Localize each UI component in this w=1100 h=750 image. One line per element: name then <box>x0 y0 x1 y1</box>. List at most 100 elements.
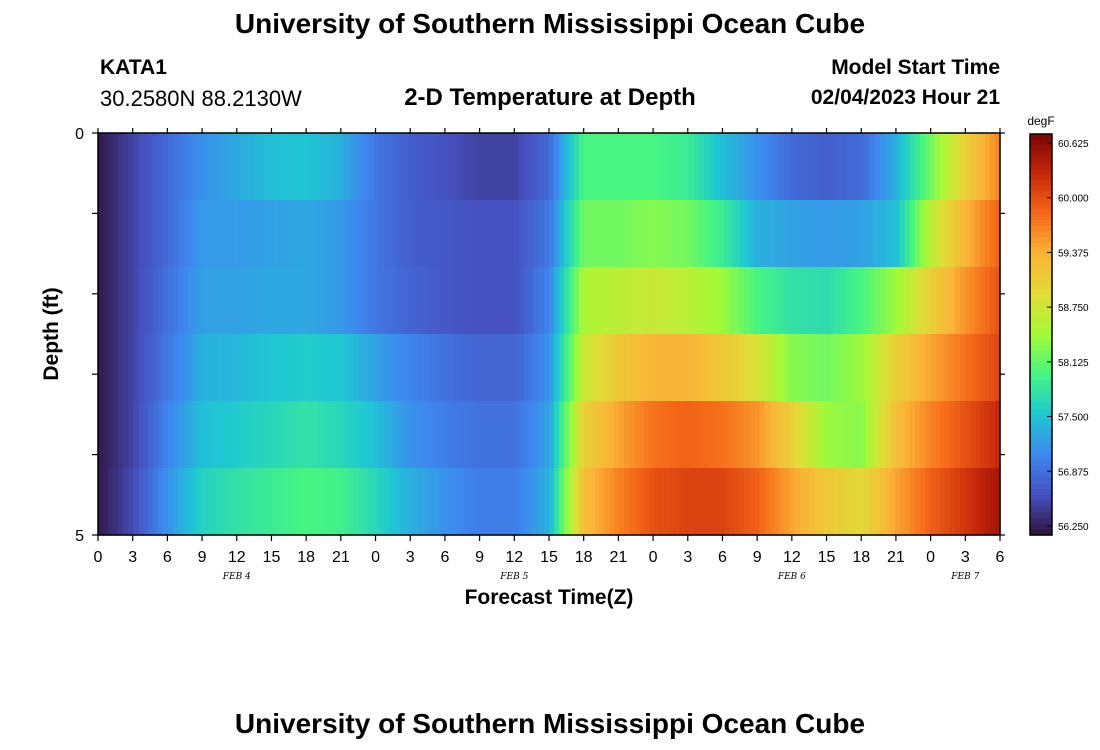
heatmap-cell <box>413 133 420 201</box>
colorbar-segment <box>1030 466 1052 473</box>
heatmap-cell <box>574 334 580 402</box>
heatmap-cell <box>594 401 600 469</box>
heatmap-cell <box>769 401 776 469</box>
heatmap-cell <box>448 267 455 335</box>
heatmap-cell <box>809 133 816 201</box>
heatmap-cell <box>944 267 951 335</box>
heatmap-cell <box>944 200 951 268</box>
heatmap-cell <box>564 334 570 402</box>
heatmap-cell <box>243 334 249 402</box>
heatmap-cell <box>989 267 996 335</box>
heatmap-cell <box>233 401 239 469</box>
heatmap-cell <box>163 200 169 268</box>
heatmap-cell <box>143 468 149 536</box>
heatmap-cell <box>318 133 325 201</box>
heatmap-cell <box>774 334 781 402</box>
heatmap-cell <box>148 133 154 201</box>
heatmap-cell <box>669 334 675 402</box>
heatmap-cell <box>779 468 786 536</box>
heatmap-cell <box>899 468 906 536</box>
heatmap-cell <box>153 133 159 201</box>
heatmap-cell <box>243 133 249 201</box>
heatmap-cell <box>844 468 851 536</box>
heatmap-cell <box>794 401 801 469</box>
heatmap-cell <box>649 468 655 536</box>
heatmap-cell <box>163 267 169 335</box>
heatmap-cell <box>694 133 700 201</box>
heatmap-cell <box>418 133 425 201</box>
heatmap-cell <box>188 133 194 201</box>
colorbar-segment <box>1030 248 1052 255</box>
colorbar-tick-label: 60.000 <box>1058 194 1089 205</box>
heatmap-cell <box>784 401 791 469</box>
heatmap-cell <box>789 334 796 402</box>
heatmap-cell <box>438 200 445 268</box>
heatmap-cell <box>353 200 360 268</box>
heatmap-cell <box>298 133 305 201</box>
heatmap-cell <box>904 267 911 335</box>
date-label: FEB 7 <box>950 572 979 582</box>
heatmap-cell <box>769 200 776 268</box>
heatmap-cell <box>564 468 570 536</box>
heatmap-cell <box>103 267 109 335</box>
heatmap-cell <box>363 133 370 201</box>
heatmap-cell <box>318 401 325 469</box>
heatmap-cell <box>398 267 405 335</box>
heatmap-cell <box>759 200 766 268</box>
heatmap-cell <box>223 133 229 201</box>
heatmap-cell <box>594 267 600 335</box>
heatmap-cell <box>408 267 415 335</box>
x-tick-label: 6 <box>718 549 727 566</box>
heatmap-cell <box>303 468 310 536</box>
heatmap-cell <box>814 133 821 201</box>
heatmap-cell <box>744 267 751 335</box>
heatmap-cell <box>934 334 941 402</box>
heatmap-cell <box>348 133 355 201</box>
heatmap-cell <box>463 468 470 536</box>
heatmap-cell <box>734 200 741 268</box>
heatmap-cell <box>909 133 916 201</box>
heatmap-cell <box>904 334 911 402</box>
heatmap-cell <box>318 200 325 268</box>
heatmap-cell <box>238 401 244 469</box>
heatmap-cell <box>764 267 771 335</box>
heatmap-cell <box>559 267 565 335</box>
heatmap-cell <box>704 200 710 268</box>
heatmap-cell <box>488 334 495 402</box>
heatmap-cell <box>483 334 490 402</box>
heatmap-cell <box>964 468 971 536</box>
heatmap-cell <box>944 334 951 402</box>
heatmap-cell <box>148 267 154 335</box>
heatmap-cell <box>443 267 450 335</box>
heatmap-cell <box>253 334 259 402</box>
x-tick-label: 6 <box>440 549 449 566</box>
heatmap-cell <box>719 468 725 536</box>
heatmap-cell <box>368 133 375 201</box>
x-tick-label: 12 <box>783 549 801 566</box>
heatmap-cell <box>223 267 229 335</box>
colorbar-segment <box>1030 477 1052 485</box>
heatmap-cell <box>423 401 430 469</box>
heatmap-cell <box>168 468 174 536</box>
heatmap-cell <box>674 334 680 402</box>
heatmap-cell <box>158 267 164 335</box>
heatmap-cell <box>463 200 470 268</box>
heatmap-cell <box>428 334 435 402</box>
heatmap-cell <box>934 401 941 469</box>
plot-title: 2-D Temperature at Depth <box>404 84 696 111</box>
heatmap-cell <box>889 267 896 335</box>
heatmap-cell <box>308 401 315 469</box>
heatmap-cell <box>959 401 966 469</box>
heatmap-cell <box>929 334 936 402</box>
heatmap-cell <box>98 133 104 201</box>
heatmap-cell <box>488 468 495 536</box>
heatmap-cell <box>408 334 415 402</box>
heatmap-cell <box>388 334 395 402</box>
heatmap-cell <box>203 200 209 268</box>
heatmap-cell <box>779 133 786 201</box>
heatmap-cell <box>383 200 390 268</box>
heatmap-cell <box>924 200 931 268</box>
heatmap-cell <box>103 334 109 402</box>
heatmap-cell <box>924 133 931 201</box>
heatmap-cell <box>694 401 700 469</box>
